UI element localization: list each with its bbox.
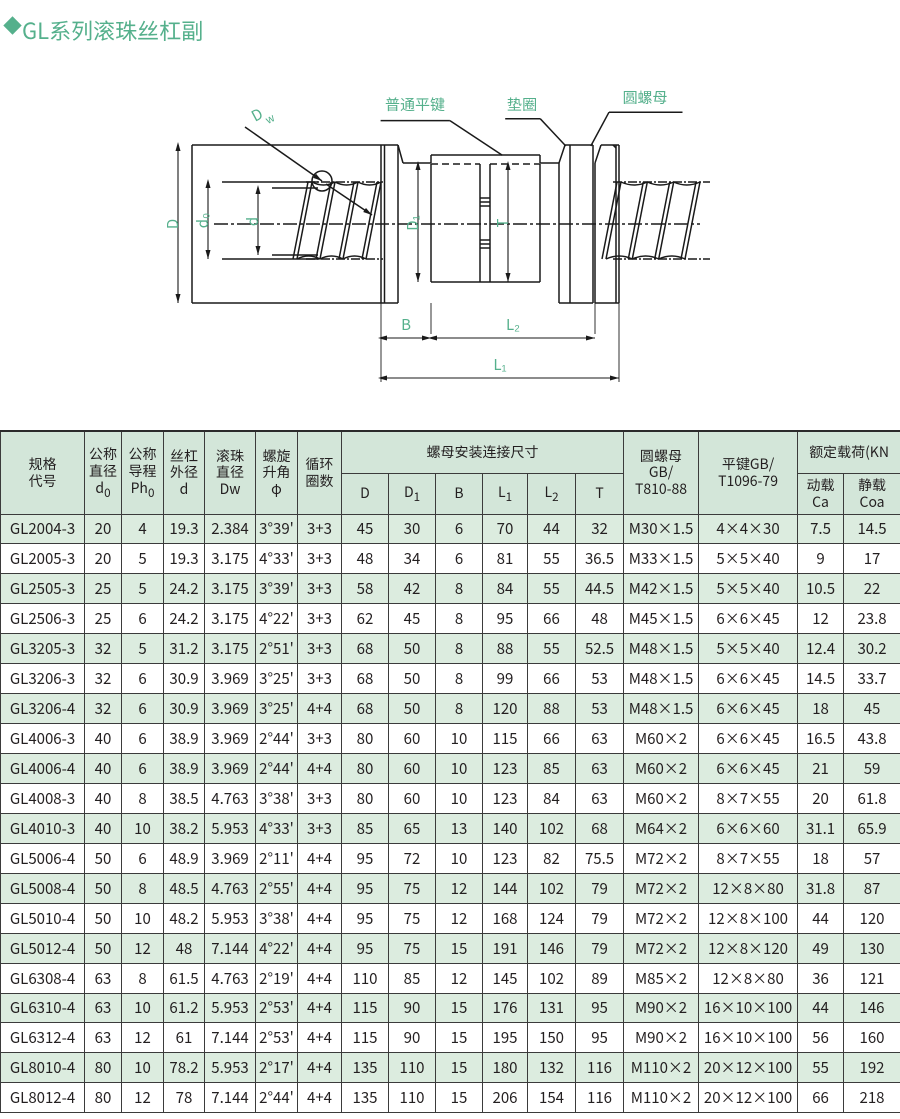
svg-text:T: T [492,219,513,228]
svg-text:D: D [162,219,183,229]
svg-text:L₂: L₂ [506,314,520,335]
svg-text:B: B [401,314,411,335]
svg-text:圆螺母: 圆螺母 [622,87,667,108]
svg-text:L₁: L₁ [493,354,506,375]
svg-text:Dw: Dw [247,99,277,133]
svg-text:d: d [242,217,263,226]
svg-text:d₀: d₀ [192,213,213,229]
svg-text:普通平键: 普通平键 [385,94,445,115]
svg-text:D₁: D₁ [402,215,423,230]
svg-text:垫圈: 垫圈 [507,94,537,115]
